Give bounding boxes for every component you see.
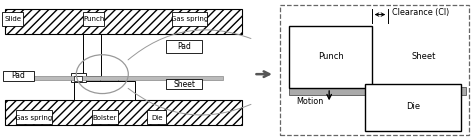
Bar	[147, 110, 166, 124]
Text: Sheet: Sheet	[412, 52, 436, 61]
Bar	[83, 34, 101, 76]
Bar	[2, 12, 23, 26]
Text: Punch: Punch	[83, 16, 104, 22]
Text: Bolster: Bolster	[92, 115, 117, 121]
Bar	[34, 76, 223, 80]
Bar	[289, 26, 372, 88]
Text: Die: Die	[151, 115, 163, 121]
Text: Sheet: Sheet	[173, 80, 195, 89]
Bar	[5, 101, 242, 125]
Text: Pad: Pad	[177, 42, 191, 51]
Bar	[5, 9, 242, 34]
Bar	[74, 76, 82, 81]
Bar	[83, 12, 104, 26]
Text: Slide: Slide	[4, 16, 21, 22]
Bar	[100, 78, 118, 101]
Bar	[289, 87, 466, 95]
Text: Gas spring: Gas spring	[171, 16, 209, 22]
Bar	[365, 84, 462, 131]
Bar	[3, 71, 34, 81]
Bar	[172, 12, 208, 26]
Text: Pad: Pad	[11, 71, 25, 80]
Bar	[91, 110, 118, 124]
Bar	[16, 110, 52, 124]
Bar	[280, 5, 469, 135]
Bar	[166, 79, 201, 89]
Text: Gas spring: Gas spring	[15, 115, 53, 121]
Text: Motion: Motion	[296, 97, 323, 106]
Bar	[71, 74, 86, 82]
Bar	[74, 81, 136, 101]
Text: Die: Die	[406, 102, 420, 111]
Text: Clearance (Cl): Clearance (Cl)	[392, 8, 449, 17]
Bar	[166, 39, 201, 53]
Text: Punch: Punch	[318, 52, 344, 61]
